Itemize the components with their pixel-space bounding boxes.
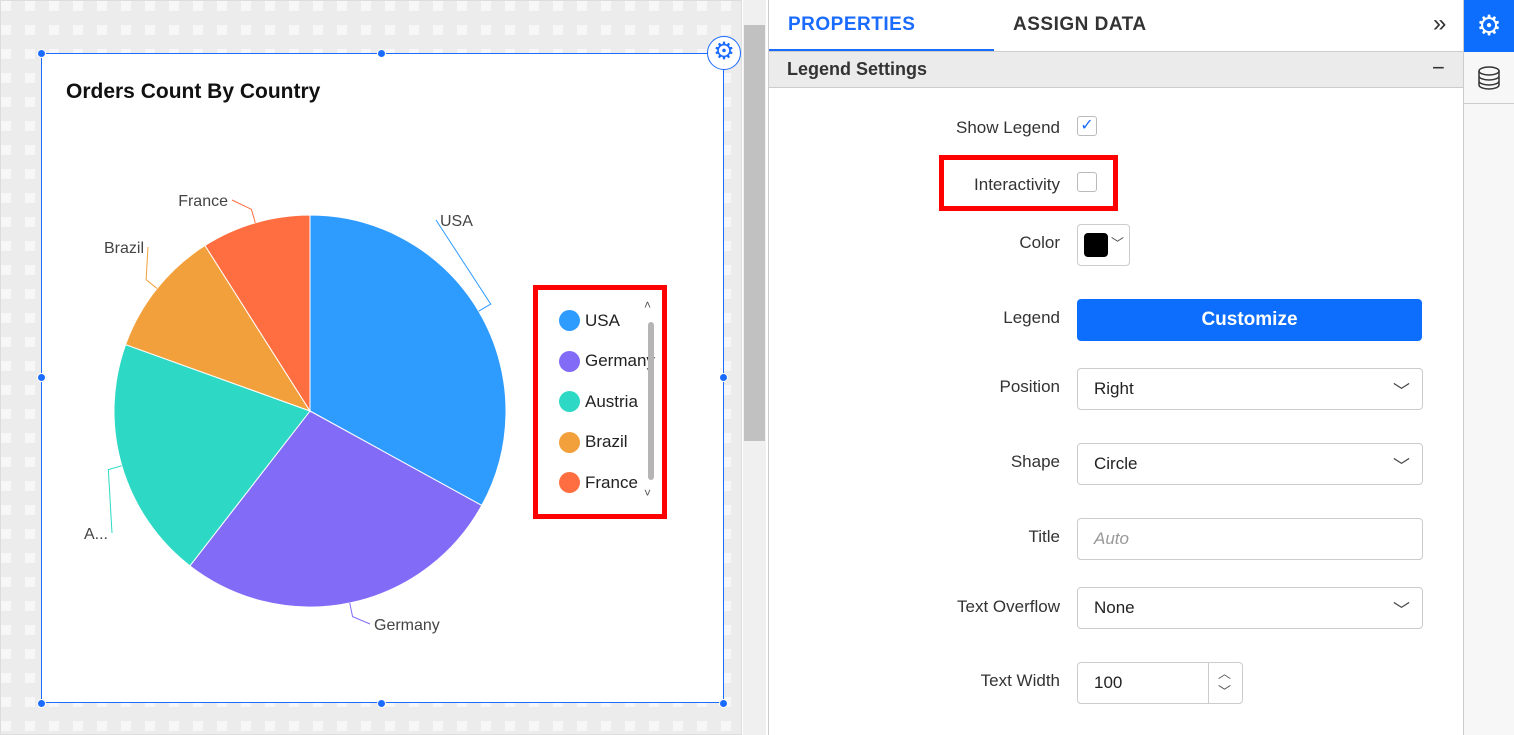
properties-gear-icon[interactable]: ⚙ bbox=[1464, 0, 1514, 52]
legend-label: Germany bbox=[585, 351, 655, 370]
pie-slice-france[interactable] bbox=[204, 214, 311, 413]
text-width-label: Text Width bbox=[980, 671, 1060, 690]
show-legend-checkbox[interactable]: ✓ bbox=[1077, 116, 1097, 136]
chevron-down-icon: ﹀ bbox=[1393, 457, 1410, 476]
leader-line bbox=[231, 199, 256, 223]
legend-circle-icon bbox=[559, 472, 580, 493]
title-placeholder: Auto bbox=[1094, 529, 1129, 548]
tab-properties[interactable]: PROPERTIES bbox=[788, 14, 916, 35]
data-label: USA bbox=[440, 213, 473, 230]
pie-slice-germany[interactable] bbox=[189, 410, 483, 608]
legend-scrollbar[interactable] bbox=[648, 322, 654, 480]
check-icon: ✓ bbox=[1080, 117, 1094, 134]
legend-item[interactable]: France bbox=[559, 472, 638, 493]
resize-handle[interactable] bbox=[719, 373, 728, 382]
legend-item[interactable]: Austria bbox=[559, 391, 638, 412]
chevron-down-icon: ﹀ bbox=[1393, 601, 1410, 620]
interactivity-highlight-box bbox=[939, 155, 1118, 211]
legend-label: Legend bbox=[1003, 308, 1060, 327]
chevron-down-icon: ﹀ bbox=[1393, 382, 1410, 401]
stepper-buttons: ︿ ﹀ bbox=[1208, 663, 1243, 703]
leader-line bbox=[435, 219, 492, 312]
customize-button[interactable]: Customize bbox=[1077, 299, 1422, 341]
active-tab-indicator bbox=[769, 49, 994, 51]
data-label: Brazil bbox=[104, 240, 144, 257]
decrement-icon[interactable]: ﹀ bbox=[1218, 684, 1232, 699]
side-rail: ⚙ bbox=[1463, 0, 1514, 735]
legend-item[interactable]: Brazil bbox=[559, 431, 628, 453]
pie-slice-usa[interactable] bbox=[309, 214, 507, 507]
collapse-icon[interactable]: − bbox=[1432, 55, 1445, 80]
pie-slice-brazil[interactable] bbox=[124, 244, 312, 412]
show-legend-label: Show Legend bbox=[956, 118, 1060, 137]
position-label: Position bbox=[999, 377, 1060, 396]
resize-handle[interactable] bbox=[719, 699, 728, 708]
increment-icon[interactable]: ︿ bbox=[1218, 666, 1232, 681]
legend-scroll-down-icon[interactable]: ˅ bbox=[644, 486, 652, 500]
data-source-button[interactable] bbox=[1464, 52, 1514, 104]
legend-circle-icon bbox=[559, 310, 580, 331]
tab-assign-data[interactable]: ASSIGN DATA bbox=[1013, 14, 1147, 35]
resize-handle[interactable] bbox=[377, 699, 386, 708]
properties-panel: PROPERTIES ASSIGN DATA » Legend Settings… bbox=[768, 0, 1464, 735]
resize-handle[interactable] bbox=[377, 49, 386, 58]
section-title: Legend Settings bbox=[787, 59, 928, 79]
chart-widget[interactable]: Orders Count By Country USA Germany A... Br… bbox=[41, 53, 724, 703]
legend-scroll-up-icon[interactable]: ˄ bbox=[644, 298, 652, 312]
pie-chart: USA Germany A... Brazil France bbox=[84, 193, 507, 634]
legend-label: France bbox=[585, 472, 638, 492]
chart-title: Orders Count By Country bbox=[66, 80, 321, 103]
canvas-scrollbar-thumb[interactable] bbox=[744, 25, 765, 441]
color-picker[interactable]: ﹀ bbox=[1077, 224, 1130, 266]
chevron-down-icon: ﹀ bbox=[1111, 236, 1125, 251]
data-label: Germany bbox=[374, 617, 440, 634]
text-overflow-dropdown[interactable]: None ﹀ bbox=[1077, 587, 1423, 629]
resize-handle[interactable] bbox=[37, 699, 46, 708]
leader-line bbox=[349, 602, 371, 625]
legend-highlight-box: USA Germany Austria Brazil France ˄ ˅ bbox=[533, 285, 667, 519]
database-icon bbox=[1478, 66, 1500, 90]
expand-panel-icon[interactable]: » bbox=[1433, 10, 1447, 37]
widget-settings-gear-icon[interactable]: ⚙ bbox=[707, 36, 741, 70]
title-label: Title bbox=[1028, 527, 1061, 546]
color-label: Color bbox=[1019, 233, 1060, 252]
pie-slice-austria[interactable] bbox=[113, 343, 311, 567]
data-label: France bbox=[178, 193, 228, 210]
legend-circle-icon bbox=[559, 350, 580, 372]
shape-label: Shape bbox=[1010, 452, 1060, 471]
interactivity-label: Interactivity bbox=[974, 175, 1060, 194]
resize-handle[interactable] bbox=[37, 49, 46, 58]
leader-line bbox=[107, 465, 122, 534]
text-width-value: 100 bbox=[1094, 673, 1123, 692]
legend-circle-icon bbox=[559, 431, 580, 453]
color-swatch bbox=[1084, 233, 1108, 257]
title-input[interactable]: Auto bbox=[1077, 518, 1423, 560]
legend-label: Austria bbox=[585, 391, 638, 411]
legend-label: USA bbox=[585, 310, 620, 330]
data-label: A... bbox=[84, 526, 108, 543]
legend-circle-icon bbox=[559, 391, 580, 412]
leader-line bbox=[145, 246, 158, 289]
interactivity-checkbox[interactable] bbox=[1077, 172, 1097, 192]
legend-item[interactable]: USA bbox=[559, 310, 620, 331]
shape-value: Circle bbox=[1094, 454, 1138, 473]
legend-settings-header[interactable]: Legend Settings − bbox=[769, 52, 1464, 88]
resize-handle[interactable] bbox=[37, 373, 46, 382]
text-overflow-label: Text Overflow bbox=[957, 597, 1060, 616]
text-overflow-value: None bbox=[1094, 598, 1135, 617]
shape-dropdown[interactable]: Circle ﹀ bbox=[1077, 443, 1423, 485]
position-value: Right bbox=[1094, 379, 1134, 398]
divider bbox=[769, 51, 1464, 52]
text-width-stepper[interactable]: 100 ︿ ﹀ bbox=[1077, 662, 1243, 704]
position-dropdown[interactable]: Right ﹀ bbox=[1077, 368, 1423, 410]
legend-item[interactable]: Germany bbox=[559, 350, 655, 372]
legend-label: Brazil bbox=[585, 432, 628, 451]
